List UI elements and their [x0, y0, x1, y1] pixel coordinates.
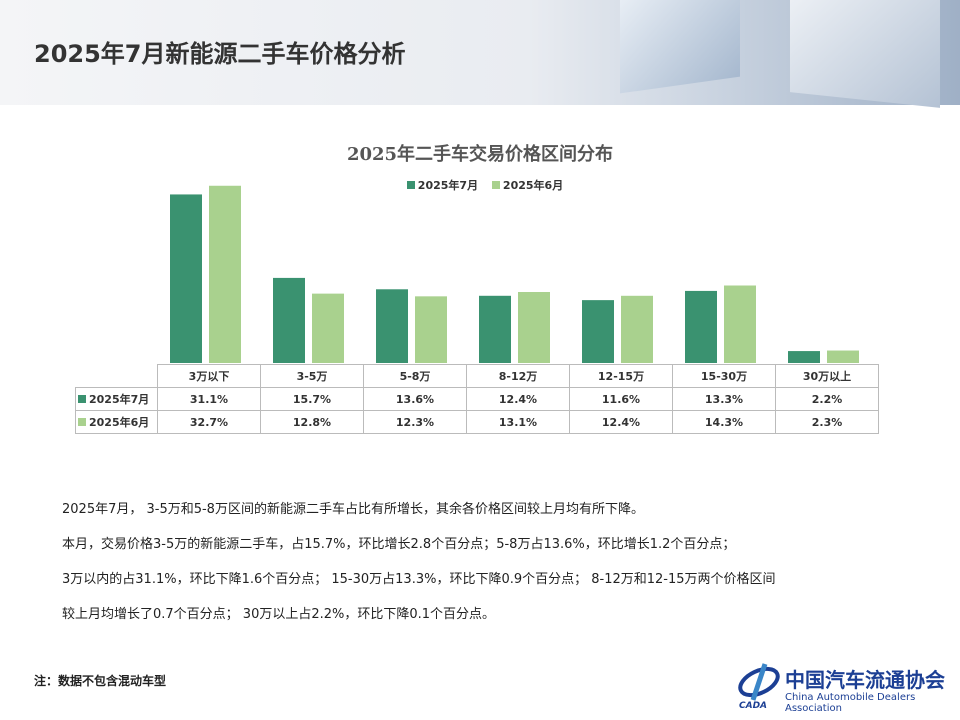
bar-june [724, 285, 756, 363]
bar-june [415, 296, 447, 363]
paragraph: 较上月均增长了0.7个百分点； 30万以上占2.2%，环比下降0.1个百分点。 [62, 607, 496, 622]
category-label: 30万以上 [775, 364, 879, 388]
row-label: 2025年7月 [89, 393, 150, 406]
bar-july [273, 277, 305, 363]
row-label: 2025年6月 [89, 416, 150, 429]
svg-text:CADA: CADA [739, 701, 767, 710]
category-label: 8-12万 [466, 364, 570, 388]
data-label: 12.4% [569, 410, 673, 434]
chart-title: 2025年二手车交易价格区间分布 [346, 144, 614, 165]
data-label: 15.7% [260, 387, 364, 411]
data-label: 14.3% [672, 410, 776, 434]
bar-june [209, 185, 241, 363]
row-header-july: 2025年7月 [75, 387, 158, 411]
legend-swatch-june [78, 418, 86, 426]
data-label: 31.1% [157, 387, 261, 411]
bar-july [788, 351, 820, 363]
chart-legend: 2025年7月 2025年6月 [0, 177, 960, 193]
bar-july [582, 300, 614, 363]
bar-july [685, 290, 717, 363]
data-label: 12.4% [466, 387, 570, 411]
bar-june [518, 291, 550, 363]
paragraph: 本月，交易价格3-5万的新能源二手车，占15.7%，环比增长2.8个百分点；5-… [62, 537, 736, 552]
page-title: 2025年7月新能源二手车价格分析 [34, 40, 406, 68]
category-label: 3万以下 [157, 364, 261, 388]
bar-july [376, 289, 408, 363]
data-table: 3万以下 3-5万 5-8万 8-12万 12-15万 15-30万 30万以上 2025年… [75, 364, 879, 434]
header-banner [0, 0, 960, 108]
data-label: 2.2% [775, 387, 879, 411]
cada-logo: CADA 中国汽车流通协会 China Automobile Dealers A… [735, 660, 955, 714]
data-label: 12.8% [260, 410, 364, 434]
row-header-june: 2025年6月 [75, 410, 158, 434]
data-label: 11.6% [569, 387, 673, 411]
category-label: 5-8万 [363, 364, 467, 388]
logo-text-cn: 中国汽车流通协会 [785, 668, 945, 692]
category-label: 15-30万 [672, 364, 776, 388]
data-label: 13.6% [363, 387, 467, 411]
data-label: 13.1% [466, 410, 570, 434]
data-label: 13.3% [672, 387, 776, 411]
legend-swatch-june [491, 181, 500, 189]
bar-june [312, 293, 344, 363]
paragraph: 2025年7月， 3-5万和5-8万区间的新能源二手车占比有所增长，其余各价格区… [62, 502, 644, 517]
bar-june [827, 350, 859, 363]
bar-june [621, 295, 653, 363]
table-corner [75, 364, 158, 388]
analysis-text: 2025年7月， 3-5万和5-8万区间的新能源二手车占比有所增长，其余各价格区… [62, 492, 776, 632]
legend-swatch-july [78, 395, 86, 403]
data-label: 32.7% [157, 410, 261, 434]
category-label: 12-15万 [569, 364, 673, 388]
footnote: 注：数据不包含混动车型 [34, 674, 167, 688]
data-label: 2.3% [775, 410, 879, 434]
cada-logo-mark: CADA [738, 663, 780, 710]
category-label: 3-5万 [260, 364, 364, 388]
logo-text-en: China Automobile Dealers Association [785, 692, 916, 714]
legend-swatch-july [406, 181, 415, 189]
data-label: 12.3% [363, 410, 467, 434]
paragraph: 3万以内的占31.1%，环比下降1.6个百分点； 15-30万占13.3%，环比… [62, 572, 776, 587]
legend-label-june: 2025年6月 [502, 179, 564, 192]
legend-label-july: 2025年7月 [417, 179, 479, 192]
bar-july [479, 295, 511, 363]
bar-july [170, 194, 202, 363]
